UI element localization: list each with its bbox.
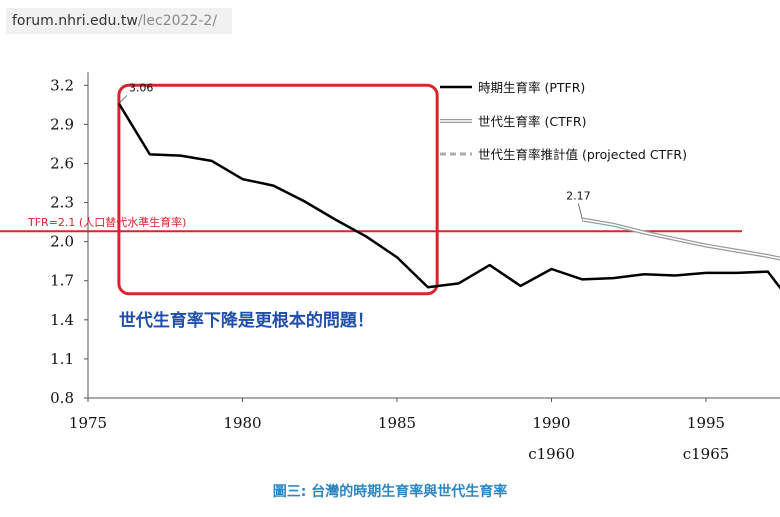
url-host: forum.nhri.edu.tw — [12, 13, 138, 29]
replacement-level-label: TFR=2.1 (人口替代水準生育率) — [27, 215, 186, 229]
x-tick-label: 1975 — [69, 414, 107, 432]
legend-label: 世代生育率 (CTFR) — [478, 114, 586, 129]
highlight-box — [117, 83, 439, 296]
legend-label: 時期生育率 (PTFR) — [478, 80, 585, 95]
y-tick-label: 2.3 — [50, 194, 74, 212]
y-tick-label: 2.6 — [50, 154, 74, 172]
x-tick-label: 1990 — [532, 414, 570, 432]
x-tick-label: 1995 — [687, 414, 725, 432]
y-tick-label: 3.2 — [50, 76, 74, 94]
ctfr-line-inner — [582, 218, 780, 260]
data-label-leader — [118, 95, 128, 104]
cohort-tick-label: c1960 — [528, 445, 575, 463]
figure-caption: 圖三: 台灣的時期生育率與世代生育率 — [272, 484, 508, 500]
y-tick-label: 0.8 — [50, 389, 74, 407]
x-tick-label: 1980 — [223, 414, 261, 432]
url-path: /lec2022-2/ — [137, 13, 218, 29]
y-tick-label: 1.7 — [50, 272, 74, 290]
data-label-leader — [578, 203, 583, 220]
x-tick-label: 1985 — [378, 414, 416, 432]
y-tick-label: 1.1 — [50, 350, 74, 368]
annotation-text: 世代生育率下降是更根本的問題！ — [119, 310, 374, 331]
y-tick-label: 2.0 — [50, 233, 74, 251]
data-label: 2.17 — [566, 189, 591, 202]
y-tick-label: 2.9 — [50, 115, 74, 133]
ptfr-line — [117, 102, 780, 290]
data-label: 3.06 — [129, 82, 154, 95]
cohort-tick-label: c1965 — [683, 445, 730, 463]
legend-label: 世代生育率推計值 (projected CTFR) — [478, 147, 687, 162]
url-bar[interactable]: forum.nhri.edu.tw/lec2022-2/ — [6, 8, 232, 34]
y-tick-label: 1.4 — [50, 311, 74, 329]
